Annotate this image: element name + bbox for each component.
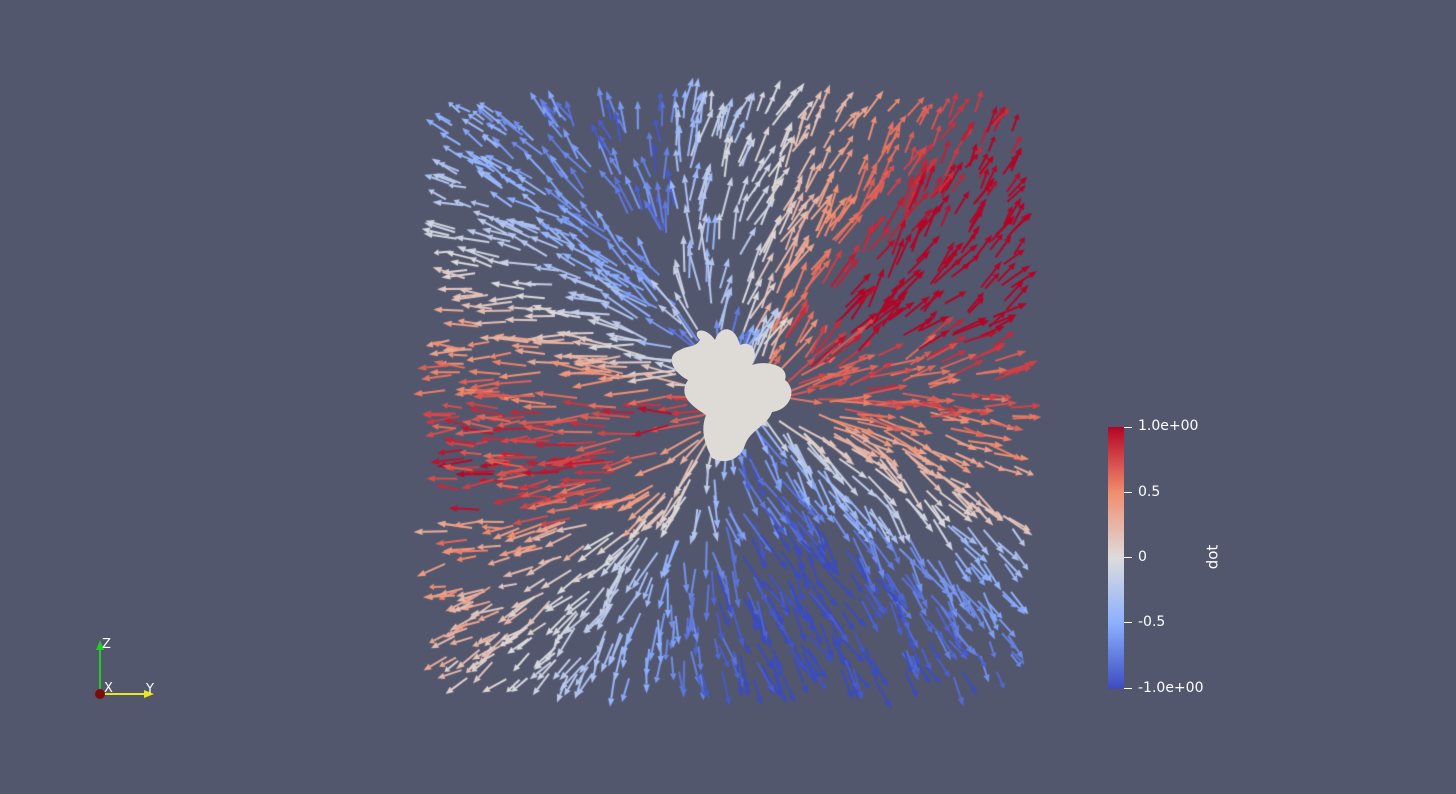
tick-mark bbox=[1124, 492, 1132, 493]
tick-label-neg-half: -0.5 bbox=[1138, 614, 1166, 630]
axes-triad-icon bbox=[95, 640, 154, 699]
color-ramp bbox=[1108, 427, 1124, 689]
orientation-axes: Z X Y bbox=[88, 634, 168, 704]
axis-label-x: X bbox=[104, 681, 113, 696]
tick-mark bbox=[1124, 427, 1132, 428]
tick-label-zero: 0 bbox=[1138, 549, 1147, 565]
axis-label-y: Y bbox=[146, 682, 154, 697]
isosurface-shape bbox=[671, 329, 792, 462]
tick-label-max: 1.0e+00 bbox=[1138, 418, 1199, 434]
colorbar-title: dot bbox=[1203, 544, 1222, 570]
tick-mark bbox=[1124, 622, 1132, 623]
color-legend: 1.0e+00 0.5 0 -0.5 -1.0e+00 bbox=[1108, 419, 1203, 695]
tick-label-min: -1.0e+00 bbox=[1138, 680, 1204, 696]
axis-label-z: Z bbox=[102, 637, 111, 652]
tick-label-half: 0.5 bbox=[1138, 484, 1161, 500]
tick-mark bbox=[1124, 688, 1132, 689]
tick-mark bbox=[1124, 557, 1132, 558]
